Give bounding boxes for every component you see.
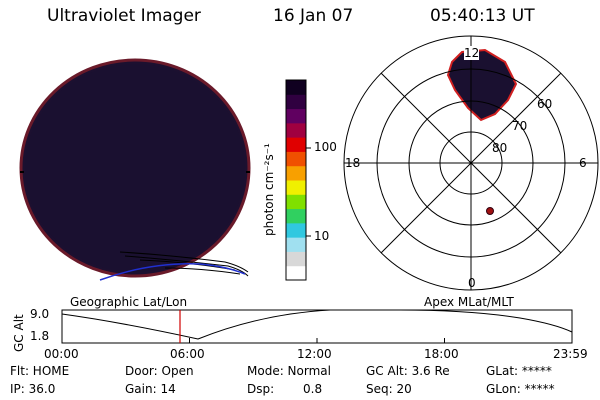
glat-status: GLat: ***** [486, 364, 552, 378]
satellite-footprint [486, 207, 494, 215]
mode-status: Mode: Normal [247, 364, 331, 378]
colorbar-band [286, 122, 306, 138]
altitude-plot [61, 309, 573, 344]
mlt-label-0: 0 [468, 276, 476, 290]
gain-status: Gain: 14 [125, 382, 176, 396]
mlat-label-60: 60 [537, 97, 553, 111]
dsp-value: 0.8 [303, 382, 323, 396]
apex-label: Apex MLat/MLT [424, 295, 514, 309]
mlt-label-12: 12 [464, 46, 480, 60]
colorbar [286, 80, 311, 281]
colorbar-band [286, 208, 306, 224]
seq-status: Seq: 20 [366, 382, 412, 396]
colorbar-band [286, 251, 306, 267]
mlt-label-6: 6 [579, 156, 587, 170]
colorbar-band [286, 80, 306, 95]
alt-xtick-1: 06:00 [170, 347, 205, 361]
alt-ymax: 9.0 [30, 307, 50, 321]
alt-ymin: 1.8 [30, 329, 50, 343]
altitude-curve [61, 309, 573, 340]
door-status: Door: Open [125, 364, 194, 378]
alt-ylabel: GC Alt [12, 314, 26, 352]
time-label: 05:40:13 UT [430, 6, 535, 26]
auroral-emission-patch [446, 48, 518, 122]
flight-status: Flt: HOME [10, 364, 70, 378]
mlt-label-18: 18 [345, 156, 361, 170]
colorbar-band [286, 137, 306, 152]
ip-status: IP: 36.0 [10, 382, 56, 396]
date-label: 16 Jan 07 [273, 6, 354, 26]
colorbar-band [286, 94, 306, 110]
colorbar-tick-10: 10 [314, 229, 330, 243]
mlat-label-70: 70 [512, 119, 528, 133]
colorbar-band [286, 237, 306, 252]
alt-xtick-3: 18:00 [424, 347, 459, 361]
alt-xtick-4: 23:59 [553, 347, 588, 361]
alt-xtick-0: 00:00 [44, 347, 79, 361]
alt-xtick-2: 12:00 [297, 347, 332, 361]
equator-trace [99, 263, 246, 281]
geographic-label: Geographic Lat/Lon [70, 295, 188, 309]
colorbar-band [286, 222, 306, 238]
colorbar-unit-label: photon cm⁻²s⁻¹ [262, 143, 276, 236]
glon-status: GLon: ***** [486, 382, 555, 396]
colorbar-band [286, 108, 306, 124]
apex-polar-plot [343, 35, 599, 291]
gc-alt-status: GC Alt: 3.6 Re [366, 364, 450, 378]
instrument-title: Ultraviolet Imager [47, 6, 201, 26]
mlat-label-80: 80 [492, 141, 508, 155]
geographic-image [19, 58, 251, 281]
colorbar-band [286, 265, 306, 281]
colorbar-band [286, 165, 306, 181]
colorbar-band [286, 194, 306, 210]
colorbar-tick-100: 100 [314, 140, 337, 154]
dsp-label: Dsp: [247, 382, 275, 396]
colorbar-band [286, 151, 306, 167]
colorbar-band [286, 180, 306, 195]
